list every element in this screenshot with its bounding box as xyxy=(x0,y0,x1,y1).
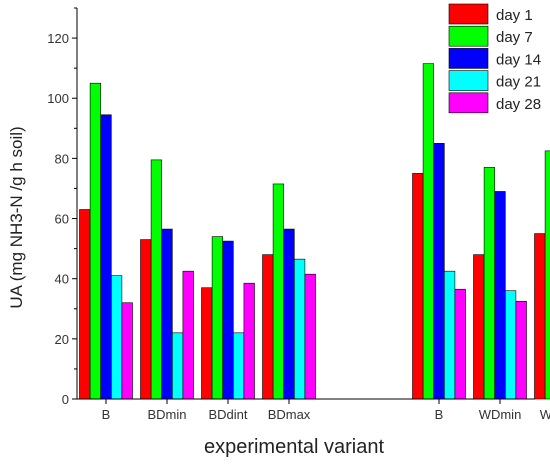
legend-label-day-7: day 7 xyxy=(496,29,533,46)
x-tick-label-4: B xyxy=(435,407,444,422)
bar-day-7-wddint-6 xyxy=(544,150,550,400)
axes-layer: 0 20 40 60 80 100 120 B BDmin BDdint BDmax B WDmin WD… xyxy=(47,7,550,422)
bar-day-14-b-4 xyxy=(433,143,445,400)
x-tick-label-3: BDmax xyxy=(268,407,311,422)
legend-label-day-1: day 1 xyxy=(496,7,533,24)
x-axis-title: experimental variant xyxy=(204,436,385,458)
bar-day-1-wddint-6 xyxy=(534,233,546,400)
legend-label-day-21: day 21 xyxy=(496,74,541,91)
bar-day-28-wdmin-5 xyxy=(515,300,527,400)
bar-day-1-bdmin-1 xyxy=(140,239,152,400)
legend-label-day-14: day 14 xyxy=(496,51,541,68)
y-tick-label-40: 40 xyxy=(55,272,69,287)
bar-day-14-bdmax-3 xyxy=(283,228,295,400)
bar-day-1-bdmax-3 xyxy=(262,254,274,400)
bar-day-28-b-0 xyxy=(121,302,133,400)
bar-day-21-wdmin-5 xyxy=(504,290,517,400)
bar-day-14-wdmin-5 xyxy=(494,191,506,400)
bar-day-14-b-0 xyxy=(100,114,112,400)
bars-layer xyxy=(79,63,550,400)
bar-day-1-b-0 xyxy=(79,209,91,400)
bar-day-1-bddint-2 xyxy=(201,287,213,400)
bar-day-28-bdmin-1 xyxy=(182,270,194,400)
bar-day-28-bddint-2 xyxy=(243,282,255,400)
bar-day-7-bdmax-3 xyxy=(272,183,285,400)
x-tick-label-0: B xyxy=(102,407,111,422)
bar-day-7-b-0 xyxy=(89,82,101,400)
bar-day-1-b-4 xyxy=(412,173,424,400)
bar-day-21-bddint-2 xyxy=(233,332,245,400)
bar-day-28-bdmax-3 xyxy=(304,273,316,400)
legend: day 1 day 7 day 14 day 21 day 28 xyxy=(448,3,541,114)
y-tick-label-60: 60 xyxy=(55,212,69,227)
legend-swatch-day-1 xyxy=(448,3,489,25)
y-tick-label-80: 80 xyxy=(55,151,69,166)
bar-day-21-b-4 xyxy=(443,270,456,400)
y-tick-label-100: 100 xyxy=(47,91,69,106)
bar-day-21-bdmax-3 xyxy=(293,258,306,400)
legend-label-day-28: day 28 xyxy=(496,96,541,113)
legend-swatch-day-21 xyxy=(448,70,489,91)
bar-day-7-b-4 xyxy=(422,63,435,400)
bar-day-1-wdmin-5 xyxy=(473,254,485,400)
y-axis-title: UA (mg NH3-N /g h soil) xyxy=(7,126,26,308)
x-tick-label-1: BDmin xyxy=(147,407,186,422)
bar-day-14-bddint-2 xyxy=(222,240,234,400)
x-tick-label-2: BDdint xyxy=(208,407,247,422)
bar-day-21-bdmin-1 xyxy=(172,332,184,400)
y-tick-label-120: 120 xyxy=(47,31,69,46)
x-tick-label-5: WDmin xyxy=(479,407,522,422)
bar-day-7-wdmin-5 xyxy=(483,167,496,400)
legend-swatch-day-7 xyxy=(448,25,489,47)
bar-day-7-bdmin-1 xyxy=(150,159,163,400)
bar-day-28-b-4 xyxy=(454,288,466,400)
bar-day-7-bddint-2 xyxy=(211,236,224,400)
bar-day-21-b-0 xyxy=(111,275,123,400)
legend-swatch-day-28 xyxy=(448,92,489,114)
x-tick-label-6: WDdint xyxy=(540,407,550,422)
bar-day-14-bdmin-1 xyxy=(161,228,173,400)
y-tick-label-20: 20 xyxy=(55,332,69,347)
y-tick-label-0: 0 xyxy=(62,392,69,407)
legend-swatch-day-14 xyxy=(448,48,489,69)
